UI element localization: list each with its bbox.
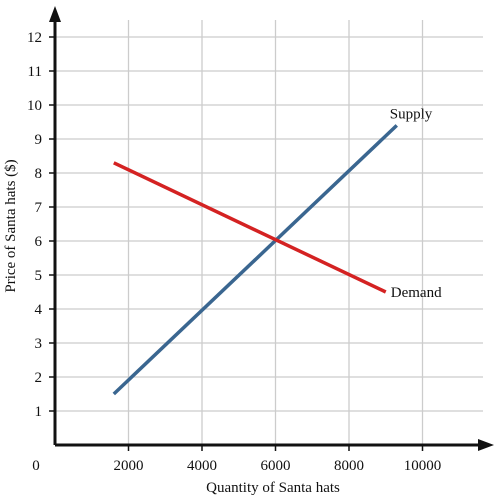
grid	[55, 20, 483, 445]
x-tick-label: 8000	[334, 458, 364, 474]
y-tick-label: 5	[35, 268, 43, 284]
axes	[49, 6, 494, 451]
y-tick-label: 8	[35, 166, 43, 182]
x-axis-arrow-icon	[478, 439, 494, 451]
y-tick-label: 4	[35, 302, 43, 318]
y-tick-label: 9	[35, 132, 43, 148]
supply-line	[112, 124, 398, 396]
x-tick-label: 4000	[187, 458, 217, 474]
demand-label: Demand	[391, 285, 442, 301]
y-tick-label: 7	[35, 200, 43, 216]
origin-label: 0	[32, 458, 40, 474]
x-tick-label: 6000	[261, 458, 291, 474]
y-tick-label: 2	[35, 370, 43, 386]
demand-line	[113, 161, 387, 294]
y-axis-arrow-icon	[49, 6, 61, 22]
y-tick-label: 6	[35, 234, 43, 250]
x-axis-title: Quantity of Santa hats	[206, 480, 340, 496]
y-tick-label: 12	[27, 30, 42, 46]
x-tick-label: 2000	[114, 458, 144, 474]
y-tick-label: 11	[28, 64, 42, 80]
y-tick-label: 3	[35, 336, 43, 352]
y-tick-label: 10	[27, 98, 42, 114]
y-tick-label: 1	[35, 404, 43, 420]
series-layer: Supply Demand	[112, 106, 442, 396]
y-axis-title: Price of Santa hats ($)	[3, 159, 19, 292]
x-tick-label: 10000	[404, 458, 442, 474]
supply-label: Supply	[390, 106, 433, 122]
